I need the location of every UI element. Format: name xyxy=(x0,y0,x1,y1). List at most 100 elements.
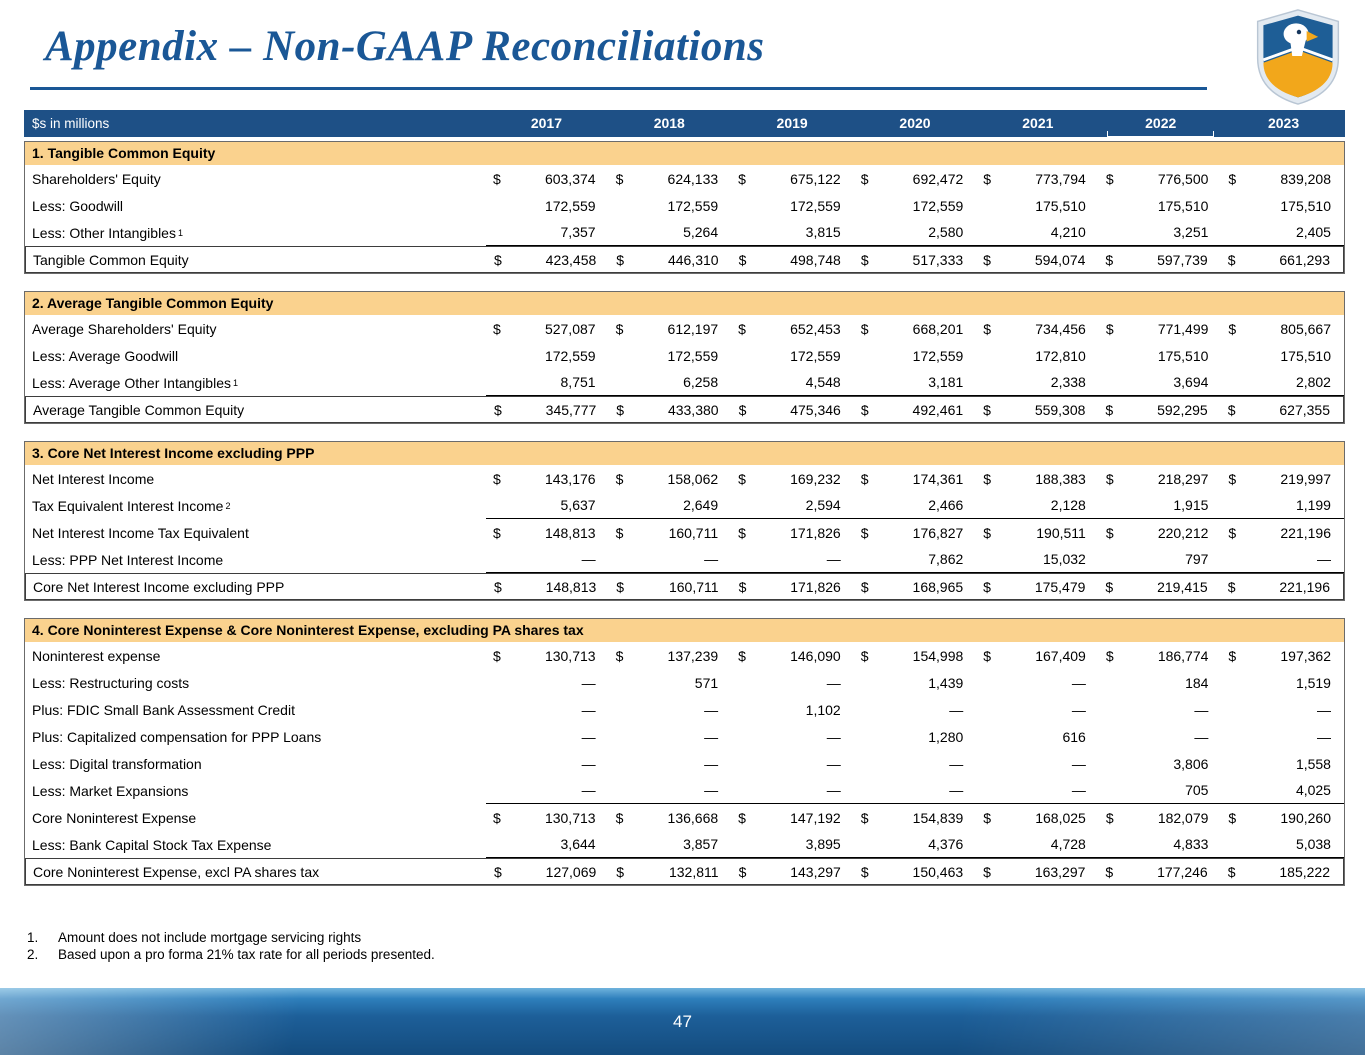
row-label: Less: Average Goodwill xyxy=(32,347,179,364)
table-row: Less: Average Other Intangibles 1 8,751 6,… xyxy=(25,369,1344,396)
value: 3,251 xyxy=(1173,224,1209,240)
value: — xyxy=(704,755,719,772)
value-cell: — xyxy=(609,723,732,750)
value-cell: $221,196 xyxy=(1221,519,1344,546)
dollar-sign: $ xyxy=(738,170,746,187)
table-row: Less: Market Expansions — — — — — 705 4,025 xyxy=(25,777,1344,804)
value-cell: $174,361 xyxy=(854,465,977,492)
value-cell: 8,751 xyxy=(486,369,609,396)
value-cell: $186,774 xyxy=(1099,642,1222,669)
value-cell: $221,196 xyxy=(1221,574,1343,599)
dollar-sign: $ xyxy=(615,170,624,187)
value: 3,857 xyxy=(683,836,719,852)
value-cell: 175,510 xyxy=(1099,192,1222,219)
value: 172,559 xyxy=(790,197,841,214)
dollar-sign: $ xyxy=(616,401,625,418)
value-cell: — xyxy=(853,777,977,804)
value-cell: 2,802 xyxy=(1221,369,1344,396)
unit-label: $s in millions xyxy=(32,116,110,131)
row-label: Less: PPP Net Interest Income xyxy=(32,551,224,568)
value-cell: $154,839 xyxy=(854,804,977,831)
value-cell: $147,192 xyxy=(731,804,854,831)
row-label: Core Noninterest Expense, excl PA shares… xyxy=(33,863,320,880)
section-header: 2. Average Tangible Common Equity xyxy=(25,292,1344,315)
dollar-sign: $ xyxy=(615,470,624,487)
value-cell: 4,210 xyxy=(976,219,1099,246)
value-cell: 1,102 xyxy=(731,696,854,723)
row-label: Less: Bank Capital Stock Tax Expense xyxy=(32,836,272,853)
dollar-sign: $ xyxy=(1227,578,1236,595)
value: 172,559 xyxy=(912,347,964,364)
value: 8,751 xyxy=(560,374,596,390)
value: 160,711 xyxy=(668,578,719,595)
footer-bar: 47 xyxy=(0,988,1365,1055)
value: 475,346 xyxy=(790,401,841,418)
footnote-text: Amount does not include mortgage servici… xyxy=(58,930,362,945)
value-cell: $559,308 xyxy=(976,397,1098,422)
value: — xyxy=(581,782,596,798)
dollar-sign: $ xyxy=(493,647,501,664)
year-header-2022: 2022 xyxy=(1099,110,1222,137)
value-cell: 5,637 xyxy=(486,492,609,519)
value-cell: 184 xyxy=(1099,669,1222,696)
table-row: Less: PPP Net Interest Income — — — 7,862 15,… xyxy=(25,546,1344,573)
value: 594,074 xyxy=(1034,251,1086,268)
reconciliation-table: $s in millions 2017 2018 2019 2020 2021 2022 20… xyxy=(24,110,1345,903)
value-cell: — xyxy=(609,696,732,723)
value: 498,748 xyxy=(790,251,841,268)
value: 1,915 xyxy=(1173,497,1209,513)
value-cell: $627,355 xyxy=(1221,397,1343,422)
row-label: Less: Restructuring costs xyxy=(32,674,190,691)
value-cell: $475,346 xyxy=(732,397,854,422)
value: — xyxy=(581,701,596,718)
value-cell: $168,025 xyxy=(976,804,1099,831)
dollar-sign: $ xyxy=(1228,470,1237,487)
dollar-sign: $ xyxy=(738,470,746,487)
value-cell: $177,246 xyxy=(1098,859,1220,884)
table-row: Less: Bank Capital Stock Tax Expense 3,64… xyxy=(25,831,1344,858)
value-cell: $171,826 xyxy=(732,574,854,599)
value: 150,463 xyxy=(912,863,964,880)
value-cell: 3,181 xyxy=(853,369,977,396)
value: 5,264 xyxy=(683,224,719,240)
table-row: Less: Goodwill 172,559 172,559 172,559 172,5… xyxy=(25,192,1344,219)
value-cell: $652,453 xyxy=(731,315,854,342)
dollar-sign: $ xyxy=(1105,809,1114,826)
value: 2,580 xyxy=(928,224,964,240)
section-1: 1. Tangible Common Equity Shareholders' E… xyxy=(24,141,1345,274)
value: 186,774 xyxy=(1157,647,1209,664)
value-cell: 6,258 xyxy=(608,369,732,396)
value-cell: 172,559 xyxy=(486,342,609,369)
dollar-sign: $ xyxy=(494,863,502,880)
dollar-sign: $ xyxy=(983,524,992,541)
table-row: Less: Other Intangibles 1 7,357 5,264 3,815… xyxy=(25,219,1344,246)
value: 652,453 xyxy=(790,320,841,337)
dollar-sign: $ xyxy=(1105,470,1114,487)
dollar-sign: $ xyxy=(738,647,746,664)
title-underline xyxy=(30,87,1207,90)
value-cell: $176,827 xyxy=(854,519,977,546)
dollar-sign: $ xyxy=(983,578,991,595)
dollar-sign: $ xyxy=(983,809,992,826)
value: 172,559 xyxy=(912,197,964,214)
value-cell: — xyxy=(608,777,732,804)
dollar-sign: $ xyxy=(1228,524,1237,541)
value: 127,069 xyxy=(545,863,597,880)
value-cell: $148,813 xyxy=(486,519,609,546)
value: 176,827 xyxy=(912,524,964,541)
dollar-sign: $ xyxy=(1228,647,1237,664)
value: 172,810 xyxy=(1035,347,1086,364)
value: 1,558 xyxy=(1295,755,1331,772)
section-3: 3. Core Net Interest Income excluding PP… xyxy=(24,441,1345,601)
dollar-sign: $ xyxy=(616,863,625,880)
value-cell: 172,559 xyxy=(609,342,732,369)
value: 776,500 xyxy=(1157,170,1209,187)
value-cell: $603,374 xyxy=(486,165,609,192)
value-cell: — xyxy=(976,750,1099,777)
value-cell: 2,594 xyxy=(731,492,854,519)
value-cell: — xyxy=(486,696,609,723)
row-label: Tax Equivalent Interest Income 2 xyxy=(32,497,231,514)
value: 661,293 xyxy=(1279,251,1330,268)
value: 154,998 xyxy=(912,647,964,664)
value: 492,461 xyxy=(912,401,964,418)
